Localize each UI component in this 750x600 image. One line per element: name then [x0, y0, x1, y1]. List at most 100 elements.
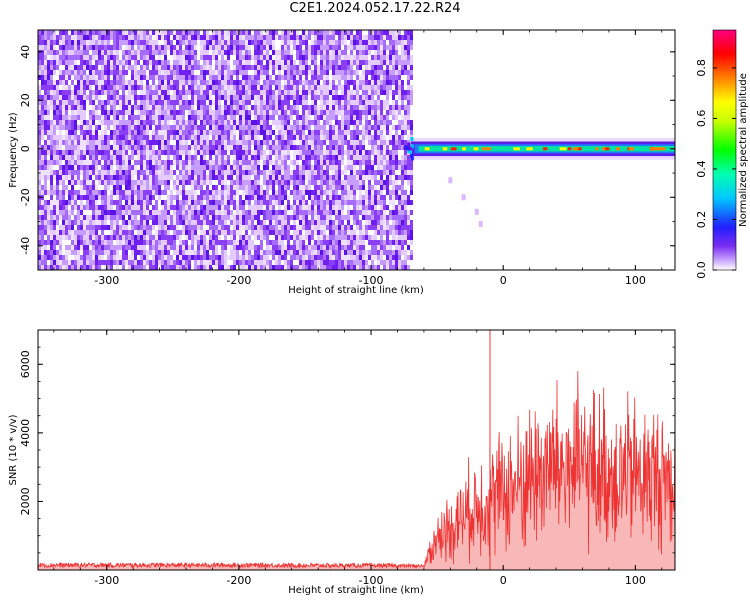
noise-cell: [146, 125, 149, 130]
noise-cell: [140, 225, 143, 230]
noise-cell: [305, 80, 308, 85]
noise-cell: [161, 110, 164, 115]
noise-cell: [107, 135, 110, 140]
noise-cell: [359, 170, 362, 175]
noise-cell: [194, 220, 197, 225]
noise-cell: [161, 135, 164, 140]
noise-cell: [209, 260, 212, 265]
noise-cell: [227, 260, 230, 265]
noise-cell: [269, 225, 272, 230]
noise-cell: [194, 215, 197, 220]
noise-cell: [335, 30, 338, 35]
noise-cell: [284, 260, 287, 265]
noise-cell: [371, 110, 374, 115]
noise-cell: [146, 55, 149, 60]
noise-cell: [146, 80, 149, 85]
noise-cell: [335, 40, 338, 45]
noise-cell: [59, 185, 62, 190]
noise-cell: [287, 170, 290, 175]
noise-cell: [170, 235, 173, 240]
noise-cell: [164, 235, 167, 240]
noise-cell: [131, 185, 134, 190]
noise-cell: [65, 80, 68, 85]
noise-cell: [215, 145, 218, 150]
noise-cell: [356, 210, 359, 215]
noise-cell: [176, 215, 179, 220]
noise-cell: [218, 35, 221, 40]
noise-cell: [350, 115, 353, 120]
noise-cell: [197, 255, 200, 260]
noise-cell: [134, 260, 137, 265]
noise-cell: [257, 75, 260, 80]
noise-cell: [182, 215, 185, 220]
noise-cell: [329, 65, 332, 70]
noise-cell: [104, 190, 107, 195]
noise-cell: [257, 150, 260, 155]
noise-cell: [188, 265, 191, 270]
noise-cell: [233, 85, 236, 90]
noise-cell: [290, 100, 293, 105]
noise-cell: [209, 80, 212, 85]
noise-cell: [122, 245, 125, 250]
noise-cell: [221, 125, 224, 130]
noise-cell: [50, 210, 53, 215]
noise-cell: [359, 245, 362, 250]
noise-cell: [47, 235, 50, 240]
noise-cell: [209, 240, 212, 245]
noise-cell: [371, 95, 374, 100]
noise-cell: [347, 170, 350, 175]
noise-cell: [149, 265, 152, 270]
noise-cell: [377, 65, 380, 70]
noise-cell: [131, 260, 134, 265]
noise-cell: [302, 250, 305, 255]
noise-cell: [254, 205, 257, 210]
noise-cell: [323, 65, 326, 70]
noise-cell: [128, 245, 131, 250]
noise-cell: [320, 60, 323, 65]
noise-cell: [284, 255, 287, 260]
noise-cell: [335, 225, 338, 230]
noise-cell: [377, 80, 380, 85]
noise-cell: [68, 240, 71, 245]
noise-cell: [107, 105, 110, 110]
noise-cell: [143, 45, 146, 50]
noise-cell: [38, 70, 41, 75]
noise-cell: [185, 175, 188, 180]
noise-cell: [329, 130, 332, 135]
noise-cell: [215, 35, 218, 40]
noise-cell: [203, 215, 206, 220]
noise-cell: [56, 160, 59, 165]
noise-cell: [161, 150, 164, 155]
noise-cell: [89, 65, 92, 70]
noise-cell: [41, 30, 44, 35]
noise-cell: [95, 190, 98, 195]
noise-cell: [161, 155, 164, 160]
noise-cell: [53, 205, 56, 210]
noise-cell: [335, 135, 338, 140]
noise-cell: [257, 60, 260, 65]
noise-cell: [80, 70, 83, 75]
noise-cell: [308, 160, 311, 165]
noise-cell: [77, 95, 80, 100]
noise-cell: [347, 250, 350, 255]
noise-cell: [230, 185, 233, 190]
noise-cell: [68, 235, 71, 240]
noise-cell: [65, 90, 68, 95]
noise-cell: [89, 215, 92, 220]
noise-cell: [110, 30, 113, 35]
noise-cell: [47, 85, 50, 90]
noise-cell: [77, 105, 80, 110]
noise-cell: [344, 175, 347, 180]
noise-cell: [350, 205, 353, 210]
noise-cell: [272, 115, 275, 120]
noise-cell: [110, 180, 113, 185]
noise-cell: [263, 185, 266, 190]
noise-cell: [308, 105, 311, 110]
noise-cell: [248, 165, 251, 170]
noise-cell: [203, 145, 206, 150]
noise-cell: [197, 155, 200, 160]
noise-cell: [275, 205, 278, 210]
noise-cell: [170, 85, 173, 90]
noise-cell: [113, 135, 116, 140]
noise-cell: [281, 95, 284, 100]
